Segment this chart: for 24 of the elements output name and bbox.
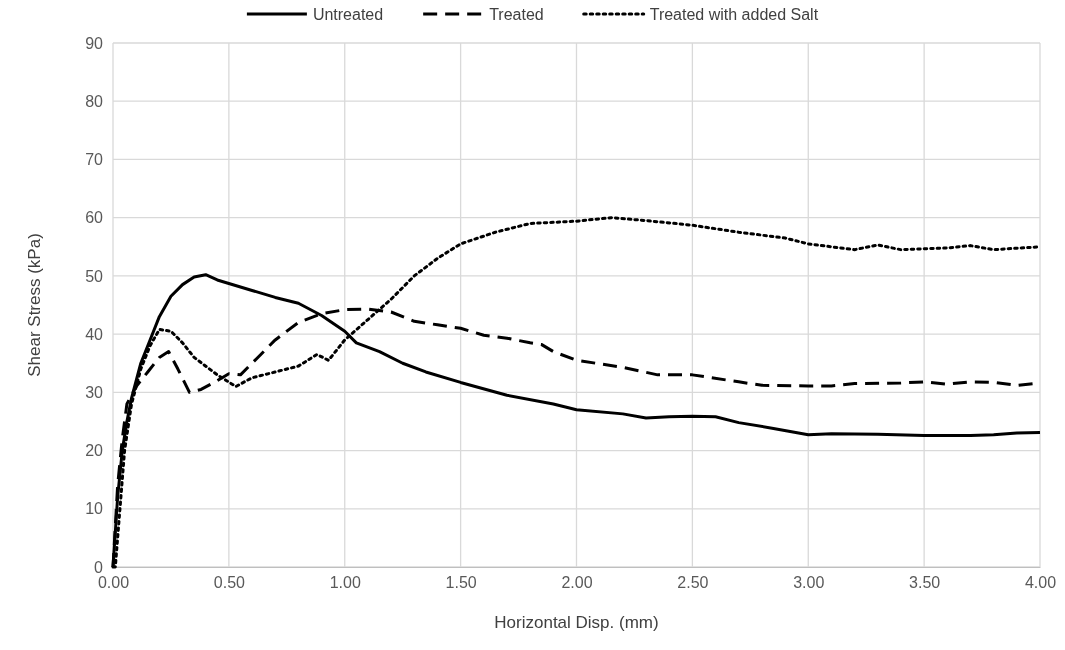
x-axis-title: Horizontal Disp. (mm)	[494, 613, 659, 632]
y-tick-label: 70	[85, 151, 104, 169]
y-tick-label: 0	[94, 558, 104, 576]
y-tick-label: 10	[85, 500, 104, 518]
y-tick-label: 60	[85, 209, 104, 227]
x-tick-label: 3.00	[793, 574, 825, 592]
x-tick-label: 0.50	[213, 574, 246, 592]
legend-label: Treated	[489, 6, 544, 23]
x-tick-label: 3.50	[909, 574, 941, 592]
y-tick-label: 40	[85, 325, 104, 343]
x-tick-label: 2.50	[677, 574, 709, 592]
x-tick-label: 1.50	[445, 574, 477, 592]
y-tick-label: 90	[85, 34, 104, 52]
x-tick-label: 1.00	[329, 574, 361, 592]
y-tick-label: 20	[85, 442, 104, 460]
y-tick-label: 30	[85, 383, 104, 401]
legend-label: Treated with added Salt	[649, 6, 819, 23]
x-tick-label: 4.00	[1024, 574, 1057, 592]
x-tick-label: 2.00	[561, 574, 593, 592]
y-tick-label: 50	[85, 267, 104, 285]
legend-label: Untreated	[312, 6, 384, 23]
y-tick-label: 80	[85, 92, 104, 110]
x-tick-label: 0.00	[97, 574, 130, 592]
y-axis-title: Shear Stress (kPa)	[25, 233, 44, 377]
